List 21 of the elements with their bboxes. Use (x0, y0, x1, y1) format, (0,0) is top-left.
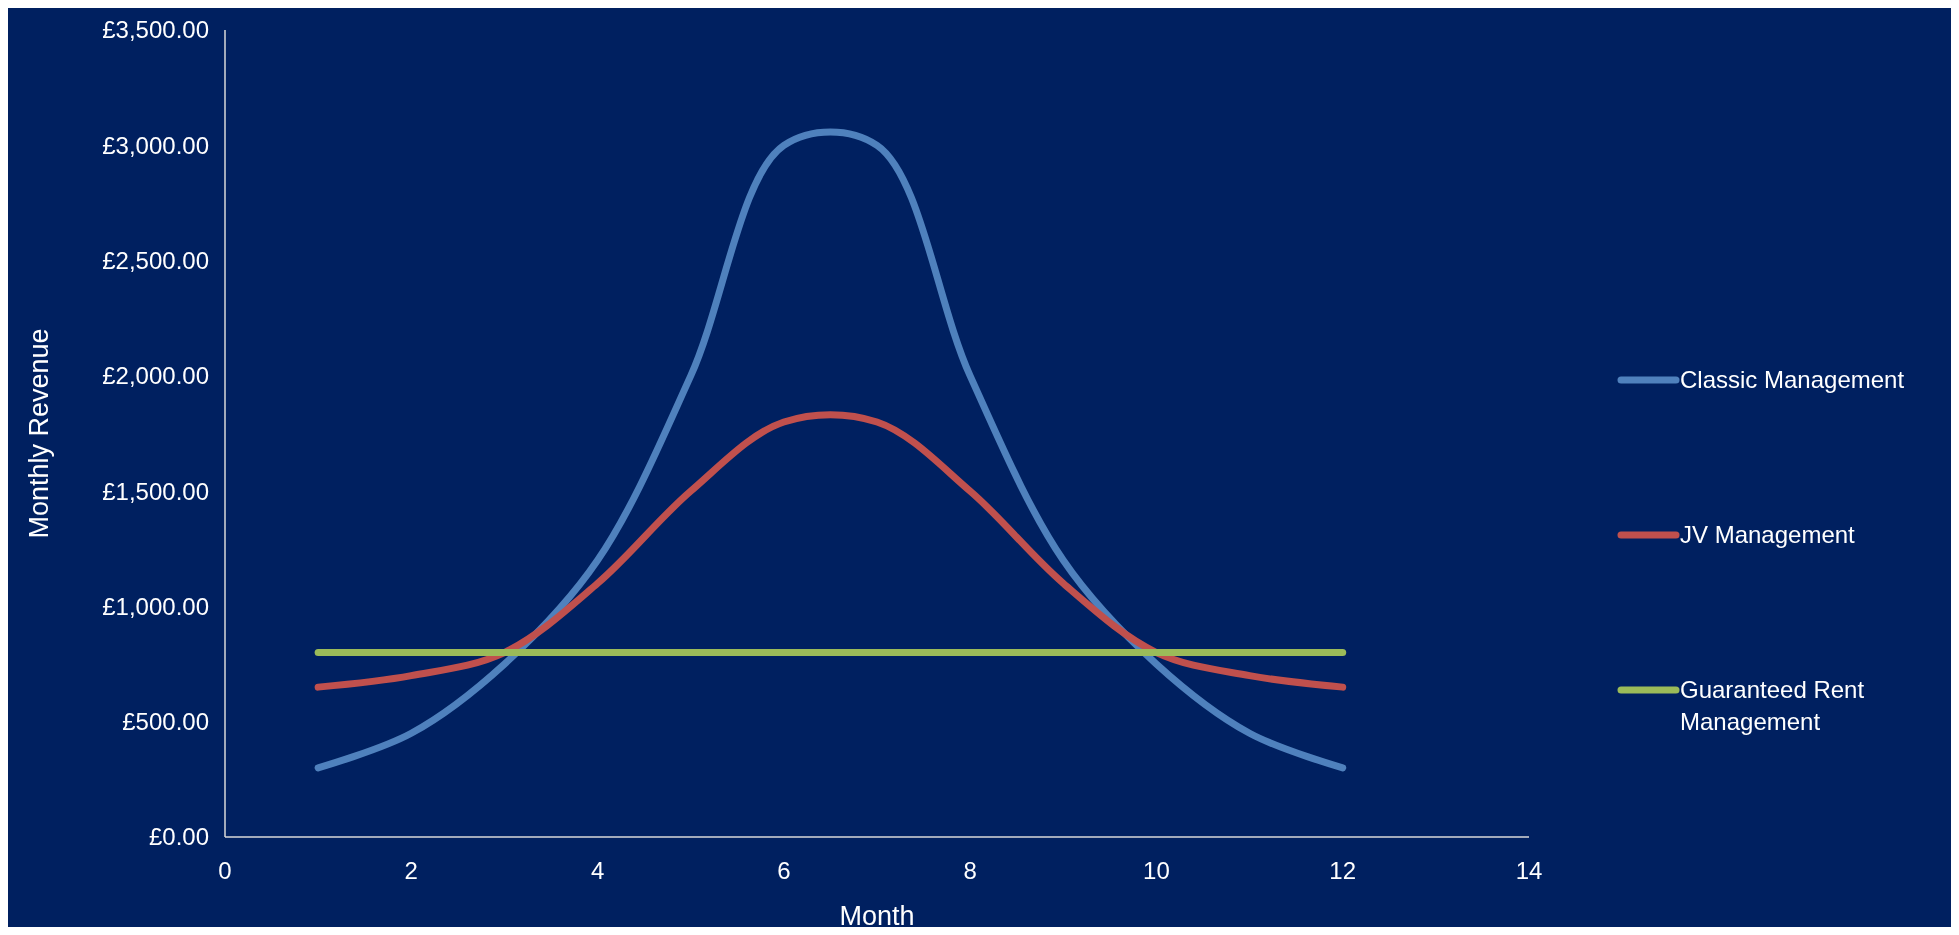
x-axis-title: Month (839, 901, 915, 931)
x-tick-label: 10 (1143, 857, 1170, 884)
y-tick-label: £3,000.00 (102, 131, 209, 159)
y-tick-label: £3,500.00 (102, 16, 209, 44)
legend-label: JV Management (1680, 521, 1856, 549)
x-tick-label: 6 (777, 857, 791, 884)
y-axis-title: Monthly Revenue (24, 328, 54, 539)
y-tick-label: £500.00 (122, 708, 209, 736)
legend-label: Guaranteed Rent Management (1680, 676, 1865, 735)
y-tick-label: £0.00 (148, 823, 209, 851)
x-tick-label: 8 (963, 857, 977, 884)
x-tick-label: 12 (1329, 857, 1357, 884)
x-tick-label: 0 (218, 857, 232, 884)
y-tick-label: £1,500.00 (102, 477, 209, 505)
y-tick-label: £2,500.00 (102, 246, 209, 274)
x-tick-label: 14 (1515, 857, 1543, 884)
x-tick-label: 4 (590, 857, 605, 884)
y-tick-label: £1,000.00 (102, 592, 209, 620)
y-tick-label: £2,000.00 (102, 362, 209, 390)
x-tick-label: 2 (404, 857, 418, 884)
legend-label: Classic Management (1680, 366, 1905, 394)
